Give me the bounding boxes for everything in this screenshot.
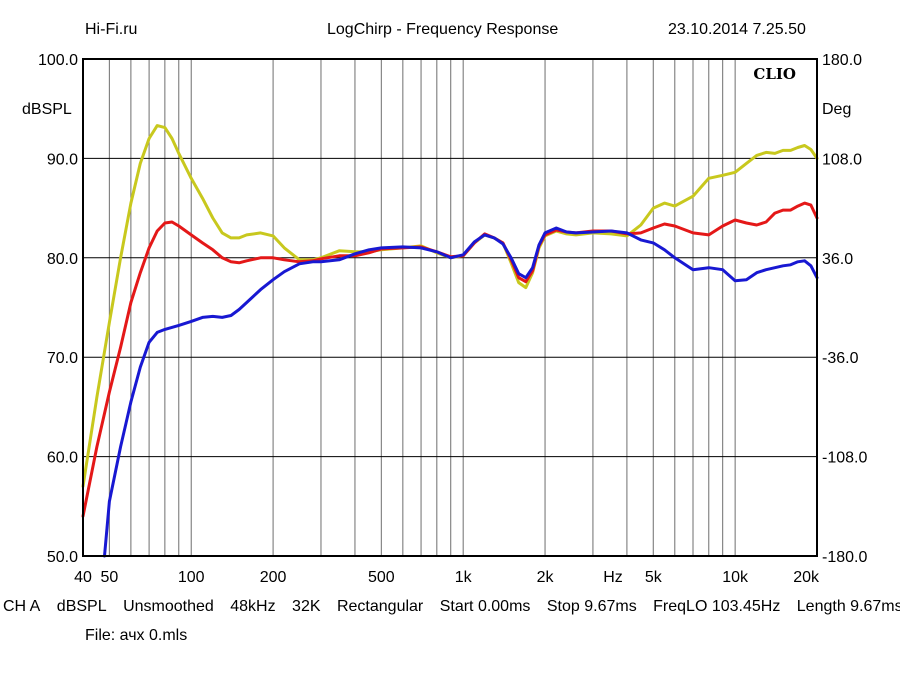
info-stop: Stop 9.67ms	[546, 598, 637, 615]
x-tick-label: 500	[368, 569, 395, 586]
x-tick-label: 5k	[645, 569, 663, 586]
timestamp: 23.10.2014 7.25.50	[668, 21, 806, 38]
x-tick-label: 2k	[537, 569, 555, 586]
info-length: Length 9.67ms	[796, 598, 900, 615]
info-window: Rectangular	[336, 598, 424, 615]
x-tick-label: 10k	[722, 569, 749, 586]
info-channel: CH A	[3, 598, 41, 615]
header-left-label: Hi-Fi.ru	[85, 21, 138, 38]
x-tick-label: 200	[260, 569, 287, 586]
x-tick-label: 40	[74, 569, 92, 586]
tick-labels: 100.0 90.0 80.0 70.0 60.0 50.0 180.0 108.0 36.0 -…	[38, 52, 868, 586]
info-unit: dBSPL	[56, 598, 107, 615]
info-start: Start 0.00ms	[439, 598, 531, 615]
x-tick-label: 50	[100, 569, 118, 586]
plot-area	[83, 59, 817, 556]
y-tick-label-right: 36.0	[822, 251, 853, 268]
x-tick-label: 20k	[793, 569, 820, 586]
info-freq-lo: FreqLO 103.45Hz	[653, 598, 781, 615]
y-tick-label-right: 108.0	[822, 151, 862, 168]
clio-brand-label: CLIO	[753, 65, 796, 83]
series-line	[103, 226, 819, 558]
y-tick-label-left: 100.0	[38, 52, 78, 69]
y-tick-label-right: -36.0	[822, 350, 859, 367]
curves	[81, 124, 819, 558]
x-tick-label: 1k	[455, 569, 473, 586]
y-axis-label-left: dBSPL	[22, 101, 72, 118]
info-smoothing: Unsmoothed	[123, 598, 214, 615]
plot-frame	[82, 58, 818, 557]
y-tick-label-right: -108.0	[822, 450, 867, 467]
y-tick-label-left: 70.0	[47, 350, 78, 367]
y-tick-label-left: 80.0	[47, 251, 78, 268]
file-name: File: ачх 0.mls	[85, 627, 188, 644]
info-size: 32K	[292, 598, 321, 615]
y-tick-label-right: -180.0	[822, 549, 867, 566]
y-axis-label-right: Deg	[822, 101, 852, 118]
y-tick-label-left: 90.0	[47, 151, 78, 168]
measurement-info-line: CH A dBSPL Unsmoothed 48kHz 32K Rectangu…	[3, 598, 900, 616]
y-tick-label-left: 50.0	[47, 549, 78, 566]
grid	[83, 59, 817, 556]
x-axis-label: Hz	[603, 569, 623, 586]
info-sample-rate: 48kHz	[230, 598, 276, 615]
y-tick-label-left: 60.0	[47, 450, 78, 467]
y-tick-label-right: 180.0	[822, 52, 862, 69]
x-tick-label: 100	[178, 569, 205, 586]
chart-title: LogChirp - Frequency Response	[327, 21, 559, 38]
